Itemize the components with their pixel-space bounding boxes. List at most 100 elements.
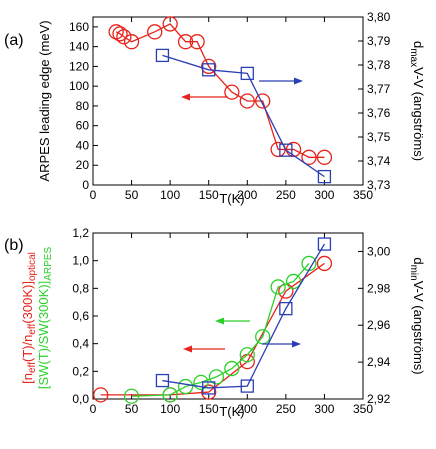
panel-a-y2tick-label: 3,79 xyxy=(367,34,391,48)
panel-a-xtick-label: 0 xyxy=(90,188,97,202)
panel-a-xtick-label: 300 xyxy=(314,188,334,202)
panel-a-series-1-point xyxy=(240,66,254,81)
panel-b-ytick-label: 0,8 xyxy=(72,281,89,295)
panel-b-arrow-left-red xyxy=(183,345,225,353)
panel-a-xtick-label: 100 xyxy=(160,188,180,202)
panel-a-series-0-point xyxy=(162,16,178,32)
panel-a-y2tick-label: 3,78 xyxy=(367,58,391,72)
panel-a-ytick-label: 80 xyxy=(76,99,90,113)
panel-b-ytick-label: 0,4 xyxy=(72,337,89,351)
panel-b-xtick-label: 0 xyxy=(90,402,97,416)
panel-a-xlabel: T(K) xyxy=(219,191,244,206)
panel-b-xtick-label: 100 xyxy=(160,402,180,416)
panel-a-xtick-label: 350 xyxy=(353,188,373,202)
panel-a-series-0-line xyxy=(115,23,325,158)
panel-b-xtick-label: 50 xyxy=(125,402,139,416)
panel-b-xlabel: T(K) xyxy=(219,404,244,419)
panel-a-ytick-label: 160 xyxy=(69,20,89,34)
panel-a-series-0-point xyxy=(316,149,333,165)
panel-b-series-1-point xyxy=(162,387,178,403)
panel-a-series-1-point xyxy=(202,63,216,77)
panel-b-series-2-point xyxy=(279,301,293,316)
panel-b-xtick-label: 250 xyxy=(276,402,296,416)
panel-b-series-0-line xyxy=(100,262,325,396)
panel-a-y2tick-label: 3,73 xyxy=(367,178,391,192)
panel-a-series-0-point xyxy=(112,26,128,42)
panel-b-series-2-line xyxy=(162,243,325,389)
panel-a-ytick-label: 140 xyxy=(69,40,89,54)
panel-b-series-2-point xyxy=(202,381,216,395)
panel-b-xtick-label: 300 xyxy=(314,402,334,416)
panel-b-series-2-point xyxy=(155,373,170,388)
panel-a-series-0-point xyxy=(224,84,240,100)
panel-a: (a) ARPES leading edge (meV) T(K) dmaxV-… xyxy=(4,10,426,206)
panel-a-y2label: dmaxV-V (angströms) xyxy=(408,41,426,161)
panel-a-xtick-label: 250 xyxy=(276,188,296,202)
panel-a-y2tick-label: 3,77 xyxy=(367,82,391,96)
panel-a-xtick-label: 200 xyxy=(237,188,257,202)
panel-b-y2tick-label: 2,92 xyxy=(367,392,391,406)
panel-b-ylabel-red: [neff(T)/neff(300K)]optical xyxy=(20,252,38,384)
panel-b-arrow-right-blue xyxy=(262,340,301,348)
panel-a-ytick-label: 100 xyxy=(69,79,89,93)
panel-b-series-1-point xyxy=(123,388,140,404)
panel-a-xtick-label: 150 xyxy=(199,188,219,202)
panel-b-ytick-label: 1,0 xyxy=(72,254,89,268)
panel-a-arrow-right-blue xyxy=(259,77,303,85)
panel-a-y2tick-label: 3,76 xyxy=(367,106,391,120)
panel-a-arrow-left-red xyxy=(181,93,228,101)
panel-b-y2tick-label: 3,00 xyxy=(367,244,391,258)
panel-a-ytick-label: 0 xyxy=(82,178,89,192)
panel-b-y2label: dminV-V (angströms) xyxy=(408,257,426,374)
panel-b-ytick-label: 0,0 xyxy=(72,392,89,406)
panel-b-ytick-label: 0,6 xyxy=(72,309,89,323)
panel-b-ylabel-green: [SW(T)/SW(300K)]ARPES xyxy=(36,247,54,390)
panel-a-series-0-point xyxy=(189,34,205,50)
panel-a-ytick-label: 60 xyxy=(76,119,90,133)
panel-b-series-1-point xyxy=(177,378,194,395)
panel-b-label: (b) xyxy=(4,237,24,254)
panel-b-ytick-label: 0,2 xyxy=(72,364,89,378)
panel-a-series-0-point xyxy=(116,29,132,45)
panel-b-series-1-point xyxy=(224,360,240,377)
panel-b: (b) [neff(T)/neff(300K)]optical [SW(T)/S… xyxy=(4,226,426,419)
panel-b-series-1-point xyxy=(208,369,225,385)
panel-a-series-0-point xyxy=(239,93,255,109)
panel-b-arrow-left-green xyxy=(215,317,250,325)
panel-a-ytick-label: 40 xyxy=(76,138,90,152)
panel-b-series-0-point xyxy=(93,387,109,403)
panel-b-series-1-point xyxy=(270,279,286,295)
panel-a-ytick-label: 120 xyxy=(69,59,89,73)
panel-a-series-0-point xyxy=(255,93,271,109)
panel-a-series-1-point xyxy=(279,143,293,157)
panel-a-series-0-point xyxy=(108,24,124,40)
panel-a-label: (a) xyxy=(4,32,24,49)
panel-a-series-0-point xyxy=(177,34,194,50)
panel-b-xtick-label: 200 xyxy=(237,402,257,416)
panel-b-y2tick-label: 2,96 xyxy=(367,318,391,332)
panel-b-series-2-point xyxy=(317,237,332,251)
panel-a-frame xyxy=(92,16,364,186)
panel-a-series-0-point xyxy=(301,149,317,165)
panel-b-series-1-point xyxy=(285,273,302,290)
panel-a-series-0-point xyxy=(285,141,302,158)
panel-b-series-0-point xyxy=(201,384,217,400)
panel-b-series-1-point xyxy=(239,347,255,363)
panel-b-series-0-point xyxy=(316,255,333,272)
panel-a-ytick-label: 20 xyxy=(76,158,90,172)
panel-a-series-1-point xyxy=(317,169,332,184)
panel-a-series-0-point xyxy=(201,58,217,75)
panel-a-series-0-point xyxy=(123,34,140,50)
panel-a-series-0-point xyxy=(147,24,163,40)
panel-a-y2tick-label: 3,80 xyxy=(367,10,391,24)
panel-a-series-1-point xyxy=(155,48,170,63)
panel-a-ylabel: ARPES leading edge (meV) xyxy=(37,20,52,181)
panel-a-y2tick-label: 3,75 xyxy=(367,130,391,144)
panel-b-xtick-label: 150 xyxy=(199,402,219,416)
panel-a-xtick-label: 50 xyxy=(125,188,139,202)
panel-b-xtick-label: 350 xyxy=(353,402,373,416)
panel-b-y2tick-label: 2,98 xyxy=(367,281,391,295)
panel-a-y2tick-label: 3,74 xyxy=(367,154,391,168)
panel-b-y2tick-label: 2,94 xyxy=(367,355,391,369)
